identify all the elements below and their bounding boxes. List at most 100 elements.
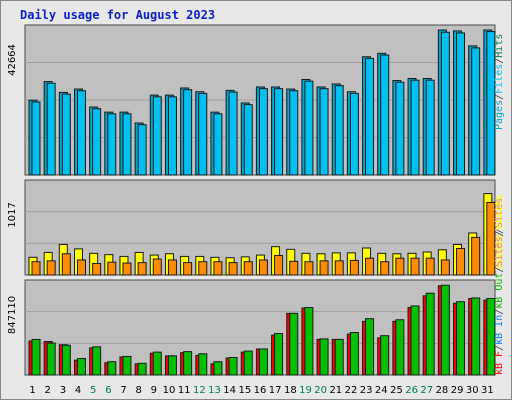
bar-sites <box>319 260 329 276</box>
bar-files <box>228 91 238 176</box>
x-tick-label: 12 <box>193 385 206 396</box>
bar-files <box>319 88 329 176</box>
x-tick-label: 2 <box>45 385 51 396</box>
x-tick-label: 29 <box>451 385 464 396</box>
bar-files <box>456 32 466 176</box>
x-tick-label: 23 <box>360 385 373 396</box>
legend-entry: Pages <box>494 100 505 130</box>
legend-entry: Sites <box>494 236 505 266</box>
bar-sites <box>440 259 450 276</box>
legend-entry: Files <box>494 64 505 94</box>
legend-entry: Visits <box>494 234 505 270</box>
legend-visits-sites: Visits/Sites <box>494 198 505 270</box>
bar-kb-out <box>319 338 329 376</box>
bar-sites <box>167 259 177 276</box>
bar-sites <box>274 255 284 276</box>
x-tick-label: 24 <box>375 385 388 396</box>
x-tick-label: 15 <box>238 385 251 396</box>
bar-kb-out <box>365 318 375 376</box>
bar-sites <box>122 262 132 276</box>
bar-files <box>334 85 344 176</box>
bar-kb-out <box>380 335 390 376</box>
bar-sites <box>486 201 496 276</box>
bar-sites <box>243 261 253 276</box>
x-tick-label: 1 <box>29 385 35 396</box>
x-tick-label: 7 <box>120 385 126 396</box>
bar-files <box>137 124 147 176</box>
bar-kb-out <box>243 350 253 376</box>
bar-kb-out <box>304 307 314 376</box>
bar-files <box>152 96 162 176</box>
x-tick-label: 28 <box>436 385 449 396</box>
bar-sites <box>107 261 117 276</box>
legend-entry: / <box>494 94 505 100</box>
bar-sites <box>304 261 314 276</box>
bar-files <box>243 104 253 176</box>
bar-kb-out <box>198 353 208 376</box>
bar-files <box>213 113 223 176</box>
bar-kb-out <box>183 351 193 376</box>
y-max-label: 847110 <box>7 296 18 334</box>
x-tick-label: 25 <box>390 385 403 396</box>
bar-files <box>107 113 117 176</box>
x-tick-label: 19 <box>299 385 312 396</box>
bar-sites <box>137 262 147 276</box>
bar-sites <box>425 257 435 276</box>
bar-kb-out <box>334 338 344 376</box>
bar-kb-out <box>471 297 481 376</box>
x-tick-label: 18 <box>284 385 297 396</box>
bar-kb-out <box>152 351 162 376</box>
x-tick-label: 5 <box>90 385 96 396</box>
bar-files <box>486 31 496 176</box>
bar-sites <box>61 253 71 276</box>
bar-kb-out <box>456 301 466 376</box>
bar-kb-out <box>395 319 405 376</box>
bar-sites <box>380 261 390 276</box>
bar-files <box>349 92 359 176</box>
bar-files <box>46 82 56 176</box>
legend-entry: / <box>494 230 505 236</box>
bar-sites <box>76 259 86 276</box>
bar-files <box>425 79 435 176</box>
legend-entry: kB In <box>494 315 505 345</box>
y-max-label: 42664 <box>7 44 18 76</box>
bar-files <box>92 108 102 176</box>
bar-kb-out <box>107 361 117 376</box>
bar-sites <box>183 262 193 276</box>
bar-kb-out <box>440 284 450 376</box>
legend-entry: / <box>494 228 505 234</box>
bar-kb-out <box>167 355 177 376</box>
bar-files <box>365 57 375 176</box>
bar-kb-out <box>349 332 359 376</box>
bar-files <box>410 79 420 176</box>
bar-sites <box>349 259 359 276</box>
bar-sites <box>92 262 102 276</box>
bar-files <box>31 101 41 176</box>
bar-sites <box>334 260 344 276</box>
bar-kb-out <box>258 348 268 376</box>
bar-files <box>61 93 71 176</box>
bar-files <box>198 92 208 176</box>
legend-entry: kB F <box>494 351 505 375</box>
bar-kb-out <box>228 356 238 376</box>
bar-sites <box>365 257 375 276</box>
bar-kb-out <box>274 333 284 376</box>
x-tick-label: 13 <box>208 385 221 396</box>
x-tick-label: 14 <box>223 385 236 396</box>
x-tick-label: 10 <box>163 385 176 396</box>
bar-files <box>380 54 390 176</box>
bar-sites <box>152 258 162 276</box>
bar-sites <box>289 260 299 276</box>
x-tick-label: 20 <box>314 385 327 396</box>
bar-sites <box>395 257 405 276</box>
x-tick-label: 26 <box>405 385 418 396</box>
bar-files <box>274 88 284 176</box>
bar-files <box>122 113 132 176</box>
bar-sites <box>198 261 208 276</box>
legend-entry: / <box>494 309 505 315</box>
x-tick-label: 3 <box>60 385 66 396</box>
legend-entry: Hits <box>494 34 505 58</box>
bar-kb-out <box>213 361 223 376</box>
legend-kbf-kbin-kbout: kB F/kB In/kB Out/Sites/Visits <box>494 194 505 375</box>
bar-files <box>395 81 405 176</box>
